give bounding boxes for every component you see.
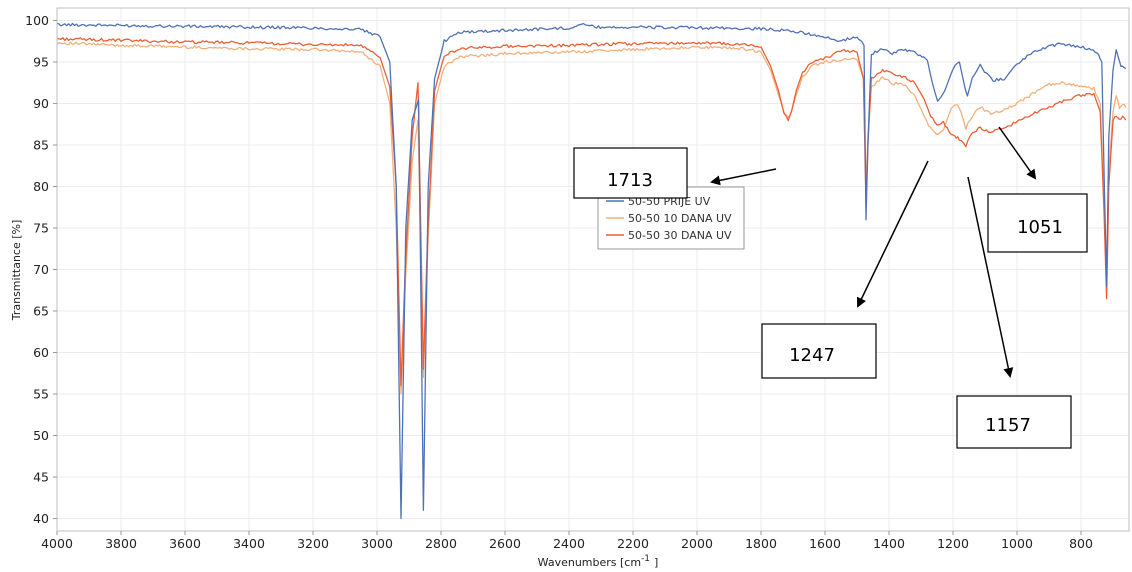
- y-tick-label-3: 85: [33, 137, 49, 152]
- x-tick-label-14: 1200: [937, 536, 969, 551]
- x-tick-label-2: 3600: [169, 536, 201, 551]
- callout-box-1157: [956, 395, 1072, 449]
- y-axis-title: Transmittance [%]: [10, 220, 23, 322]
- series-line-2: [56, 37, 1127, 387]
- callout-label-1247: 1247: [789, 345, 835, 366]
- x-tick-label-1: 3800: [105, 536, 137, 551]
- y-tick-label-10: 50: [33, 428, 49, 443]
- callout-label-1713: 1713: [607, 170, 653, 191]
- x-tick-label-12: 1600: [809, 536, 841, 551]
- y-tick-label-5: 75: [33, 220, 49, 235]
- callout-1713: 1713: [573, 147, 688, 199]
- x-tick-label-9: 2200: [617, 536, 649, 551]
- callout-1051: 1051: [987, 193, 1088, 253]
- y-tick-label-8: 60: [33, 345, 49, 360]
- x-axis-title: Wavenumbers [cm-1]: [538, 554, 659, 569]
- callout-box-1247: [761, 323, 877, 379]
- x-tick-label-13: 1400: [873, 536, 905, 551]
- series-line-0: [56, 22, 1127, 520]
- x-tick-label-16: 800: [1069, 536, 1093, 551]
- y-tick-label-9: 55: [33, 387, 49, 402]
- y-tick-label-4: 80: [33, 179, 49, 194]
- y-tick-labels: 100 95 90 85 80 75 70 65 60 55 50 45 40: [25, 13, 57, 526]
- y-tick-label-12: 40: [33, 511, 49, 526]
- y-tick-label-2: 90: [33, 96, 49, 111]
- annotation-arrows: [710, 126, 1037, 378]
- x-tick-label-3: 3400: [233, 536, 265, 551]
- arrow-1247: [856, 160, 929, 308]
- y-tick-label-0: 100: [25, 13, 49, 28]
- legend-label-1: 50-50 10 DANA UV: [628, 212, 732, 225]
- x-tick-label-4: 3200: [297, 536, 329, 551]
- y-tick-label-6: 70: [33, 262, 49, 277]
- series-line-1: [56, 41, 1127, 395]
- y-tick-label-1: 95: [33, 54, 49, 69]
- series-lines: [56, 22, 1127, 520]
- x-tick-label-0: 4000: [41, 536, 73, 551]
- x-tick-label-15: 1000: [1001, 536, 1033, 551]
- y-tick-label-7: 65: [33, 304, 49, 319]
- x-tick-label-11: 1800: [745, 536, 777, 551]
- callout-1157: 1157: [956, 395, 1072, 449]
- x-tick-label-10: 2000: [681, 536, 713, 551]
- callout-1247: 1247: [761, 323, 877, 379]
- callout-box-1713: [573, 147, 688, 199]
- y-tick-label-11: 45: [33, 470, 49, 485]
- arrow-1051: [998, 126, 1037, 180]
- callout-label-1051: 1051: [1017, 217, 1063, 238]
- arrow-1713: [710, 168, 777, 186]
- callout-label-1157: 1157: [985, 415, 1031, 436]
- x-tick-label-7: 2600: [489, 536, 521, 551]
- arrow-1157: [967, 176, 1014, 378]
- callout-box-1051: [987, 193, 1088, 253]
- x-tick-label-6: 2800: [425, 536, 457, 551]
- legend-label-2: 50-50 30 DANA UV: [628, 229, 732, 242]
- x-tick-label-5: 3000: [361, 536, 393, 551]
- x-tick-label-8: 2400: [553, 536, 585, 551]
- x-tick-labels: 4000 3800 3600 3400 3200 3000 2800 2600 2400 2200…: [41, 531, 1093, 551]
